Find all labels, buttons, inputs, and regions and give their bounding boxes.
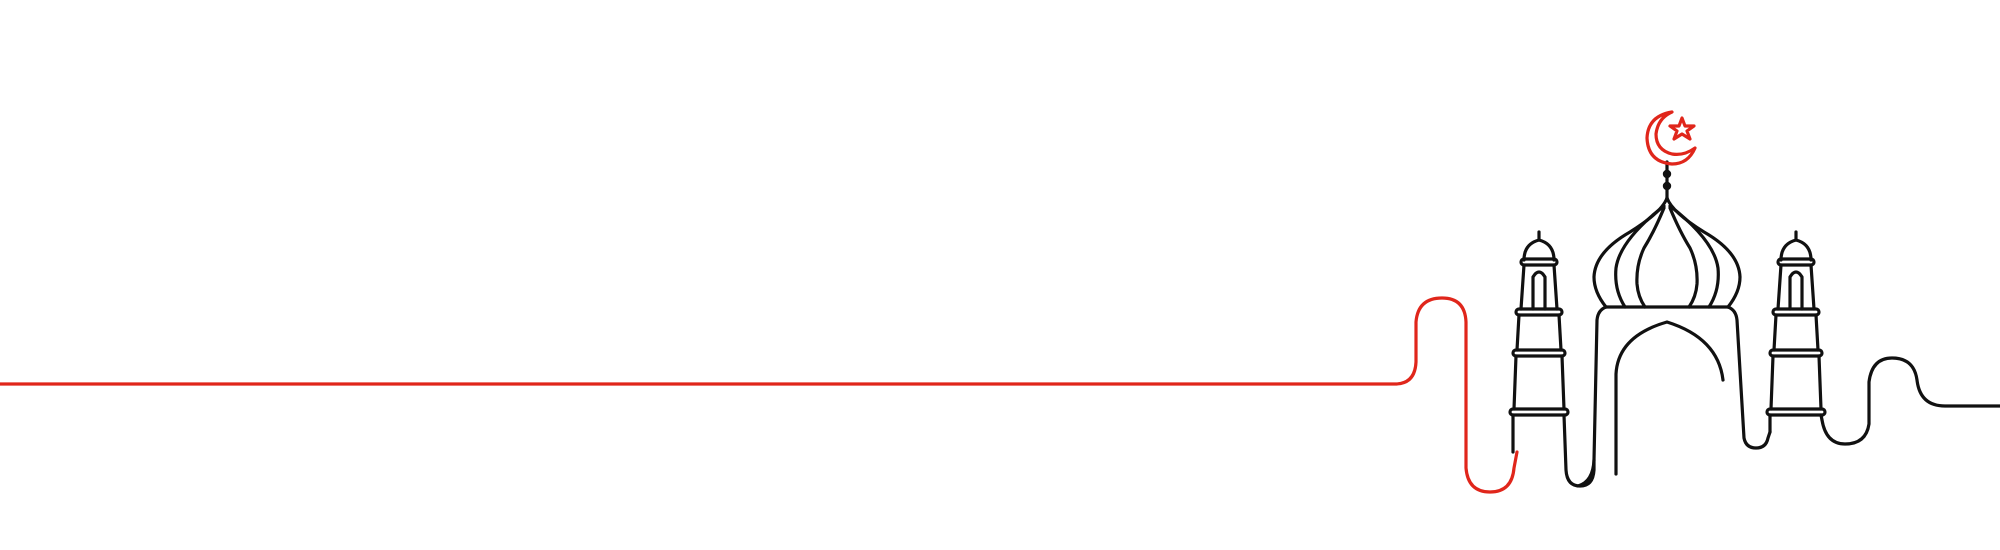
- crescent-star-emblem: [1645, 110, 1697, 166]
- black-ground-line: [1820, 356, 2000, 446]
- left-minaret: [1508, 230, 1596, 488]
- star-icon: [1668, 116, 1696, 141]
- main-mosque-building: [1576, 160, 1772, 488]
- red-baseline-line: [0, 296, 1519, 494]
- crescent-icon: [1645, 110, 1697, 166]
- right-minaret: [1765, 230, 1827, 434]
